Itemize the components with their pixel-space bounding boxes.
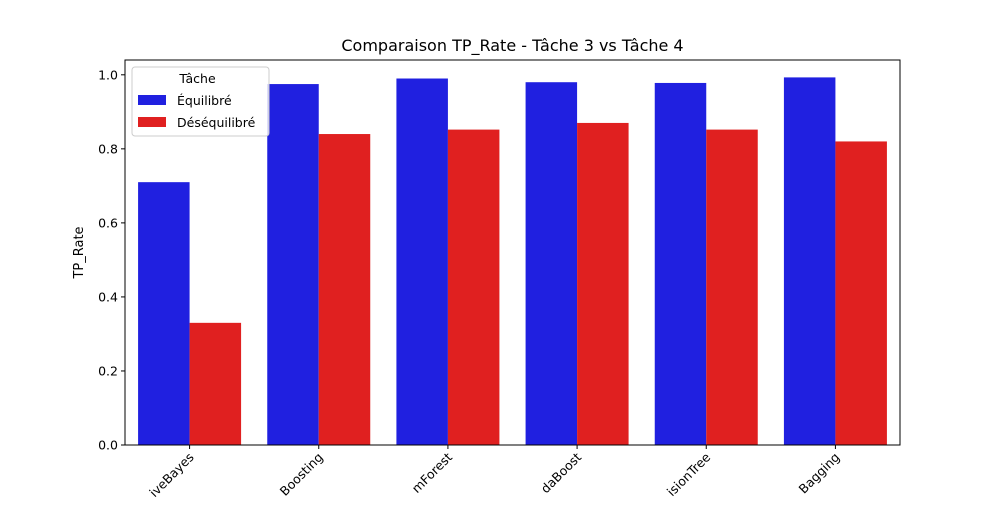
bar-equilibre-5 <box>783 77 836 445</box>
bars-layer <box>138 77 887 446</box>
x-tick-label: Boosting <box>277 450 326 499</box>
y-tick-label: 1.0 <box>98 67 118 82</box>
x-tick-label: Bagging <box>796 450 843 497</box>
bar-equilibre-3 <box>525 82 578 445</box>
bar-desequilibre-3 <box>577 122 629 446</box>
legend-swatch <box>138 95 166 105</box>
bar-equilibre-1 <box>267 84 319 445</box>
y-tick-label: 0.0 <box>98 438 118 453</box>
legend: Tâche Équilibré Déséquilibré <box>131 66 270 137</box>
bar-desequilibre-5 <box>835 141 887 445</box>
y-tick-label: 0.2 <box>98 363 118 378</box>
y-tick-label: 0.6 <box>98 215 118 230</box>
y-axis: 0.0 0.2 0.4 0.6 0.8 1.0 <box>98 67 125 453</box>
bar-desequilibre-4 <box>706 129 758 445</box>
x-tick-label: mForest <box>409 449 455 495</box>
legend-items: Équilibré Déséquilibré <box>138 93 256 130</box>
bar-desequilibre-0 <box>189 322 242 445</box>
y-tick-label: 0.4 <box>98 289 118 304</box>
chart-title: Comparaison TP_Rate - Tâche 3 vs Tâche 4 <box>341 36 683 56</box>
bar-equilibre-0 <box>138 182 190 446</box>
legend-label: Déséquilibré <box>177 115 256 130</box>
bar-desequilibre-2 <box>447 129 500 445</box>
legend-title: Tâche <box>178 71 216 86</box>
bar-desequilibre-1 <box>318 134 371 446</box>
x-tick-label: iveBayes <box>146 450 196 500</box>
legend-label: Équilibré <box>177 93 232 108</box>
bar-equilibre-2 <box>396 78 448 445</box>
plot-frame <box>124 59 901 446</box>
x-tick-label: daBoost <box>538 449 585 496</box>
x-axis: iveBayes Boosting mForest daBoost isionTree B… <box>146 445 843 500</box>
bar-equilibre-4 <box>654 82 707 446</box>
y-tick-label: 0.8 <box>98 141 118 156</box>
x-tick-label: isionTree <box>664 449 714 499</box>
legend-swatch <box>138 117 166 127</box>
legend-box <box>131 66 270 137</box>
y-axis-label: TP_Rate <box>72 226 87 279</box>
